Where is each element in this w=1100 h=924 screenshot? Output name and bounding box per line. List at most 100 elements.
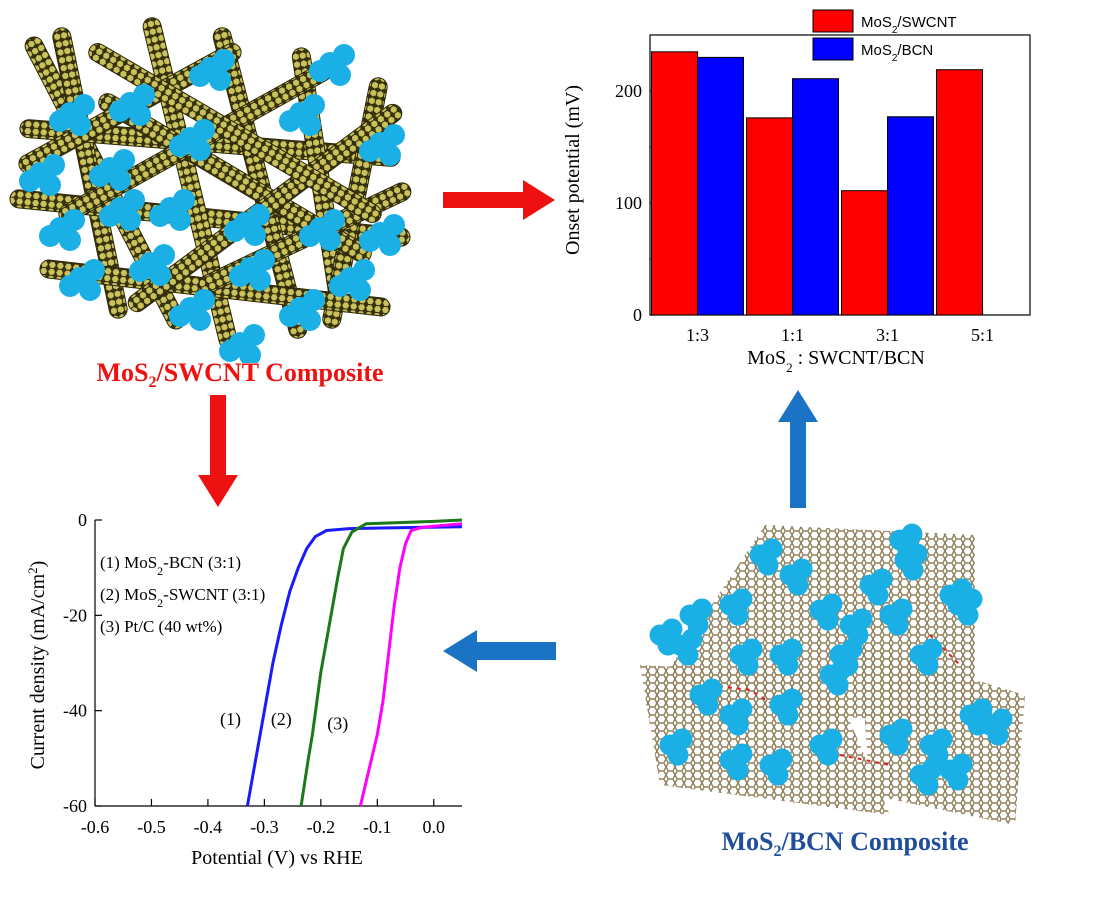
mos2-particle	[727, 604, 749, 626]
mos2-particle	[129, 104, 151, 126]
polarization-curve-chart: -0.6 -0.5 -0.4 -0.3 -0.2 -0.1 0.0 0 -20 -40 -60 (1…	[25, 510, 463, 869]
mos2-particles	[19, 44, 405, 363]
bar-chart-bars	[651, 51, 983, 316]
mos2-particle	[173, 189, 195, 211]
mos2-particle	[691, 598, 713, 620]
mos2-particle	[113, 149, 135, 171]
bar-y-tick-label: 200	[615, 81, 642, 101]
mos2-particle	[383, 214, 405, 236]
bar	[887, 116, 934, 316]
mos2-particle	[817, 744, 839, 766]
line-y-tick-label: 0	[78, 510, 87, 530]
mos2-particle	[59, 229, 81, 251]
polarization-curve	[245, 525, 463, 807]
mos2-particle	[153, 244, 175, 266]
mos2-particle	[73, 94, 95, 116]
mos2-particle	[767, 764, 789, 786]
bar-x-tick-label: 5:1	[971, 325, 994, 345]
swcnt-composite-illustration	[9, 17, 412, 363]
line-x-tick-label: -0.1	[363, 817, 392, 837]
mos2-particle	[169, 305, 191, 327]
mos2-particle	[83, 259, 105, 281]
line-chart-legend: (1) MoS2-BCN (3:1) (2) MoS2-SWCNT (3:1) (3…	[100, 553, 265, 636]
mos2-particle	[79, 279, 101, 301]
line-x-tick-label: -0.5	[137, 817, 166, 837]
bar-plot-frame	[649, 34, 1031, 316]
mos2-particle	[831, 658, 853, 680]
mos2-particle	[224, 220, 246, 242]
line-x-tick-label: -0.2	[307, 817, 336, 837]
bcn-sheets	[640, 525, 1025, 825]
mos2-particle	[99, 205, 121, 227]
mos2-particle	[349, 279, 371, 301]
bar-y-tick-label: 100	[615, 193, 642, 213]
mos2-particle	[731, 588, 753, 610]
mos2-particle	[921, 638, 943, 660]
mos2-particle	[169, 135, 191, 157]
mos2-particle	[149, 205, 171, 227]
mos2-particle	[19, 170, 41, 192]
mos2-particle	[193, 289, 215, 311]
legend-label: MoS2/BCN	[861, 42, 933, 64]
mos2-particle	[383, 124, 405, 146]
mos2-particle	[987, 724, 1009, 746]
mos2-particle	[901, 523, 923, 545]
mos2-particle	[109, 169, 131, 191]
mos2-particle	[279, 110, 301, 132]
line-y-tick-label: -60	[63, 796, 87, 816]
mos2-particle	[871, 568, 893, 590]
mos2-particle	[209, 69, 231, 91]
blue-arrow-left	[443, 630, 556, 672]
red-arrow-down	[198, 395, 238, 507]
mos2-particle	[851, 608, 873, 630]
mos2-particle	[697, 694, 719, 716]
bar-y-tick-label: 0	[633, 305, 642, 325]
mos2-particle	[149, 264, 171, 286]
mos2-particle	[239, 344, 261, 363]
bar	[651, 51, 698, 316]
mos2-particle	[353, 259, 375, 281]
mos2-particle	[49, 110, 71, 132]
mos2-particle	[119, 209, 141, 231]
mos2-particle	[129, 260, 151, 282]
line-x-tick-label: 0.0	[423, 817, 446, 837]
mos2-particle	[299, 114, 321, 136]
mos2-particle	[827, 674, 849, 696]
mos2-particle	[727, 759, 749, 781]
swcnt-composite-caption: MoS2/SWCNT Composite	[96, 358, 384, 392]
mos2-particle	[727, 714, 749, 736]
mos2-particle	[359, 140, 381, 162]
mos2-particle	[219, 340, 241, 362]
mos2-particle	[891, 598, 913, 620]
mos2-particle	[887, 734, 909, 756]
mos2-particle	[761, 538, 783, 560]
mos2-particle	[193, 119, 215, 141]
mos2-particle	[249, 269, 271, 291]
mos2-particle	[43, 154, 65, 176]
mos2-particle	[109, 100, 131, 122]
mos2-particle	[333, 44, 355, 66]
mos2-particle	[791, 558, 813, 580]
legend-swatch	[812, 9, 854, 33]
mos2-particle	[781, 688, 803, 710]
mos2-particle	[731, 743, 753, 765]
mos2-particle	[681, 628, 703, 650]
legend-entry: (3) Pt/C (40 wt%)	[100, 617, 222, 636]
blue-arrow-up	[778, 390, 818, 508]
mos2-particle	[39, 225, 61, 247]
mos2-particle	[677, 644, 699, 666]
bcn-composite-illustration	[640, 523, 1025, 825]
mos2-particle	[671, 728, 693, 750]
mos2-particle	[329, 64, 351, 86]
mos2-particles	[649, 523, 1013, 796]
mos2-particle	[189, 309, 211, 331]
mos2-particle	[243, 324, 265, 346]
mos2-particle	[731, 698, 753, 720]
mos2-particle	[777, 704, 799, 726]
nanotube	[98, 93, 372, 263]
line-x-tick-label: -0.6	[81, 817, 110, 837]
mos2-particle	[906, 543, 928, 565]
mos2-particle	[229, 265, 251, 287]
line-y-tick-label: -20	[63, 605, 87, 625]
bar-x-tick-label: 3:1	[876, 325, 899, 345]
